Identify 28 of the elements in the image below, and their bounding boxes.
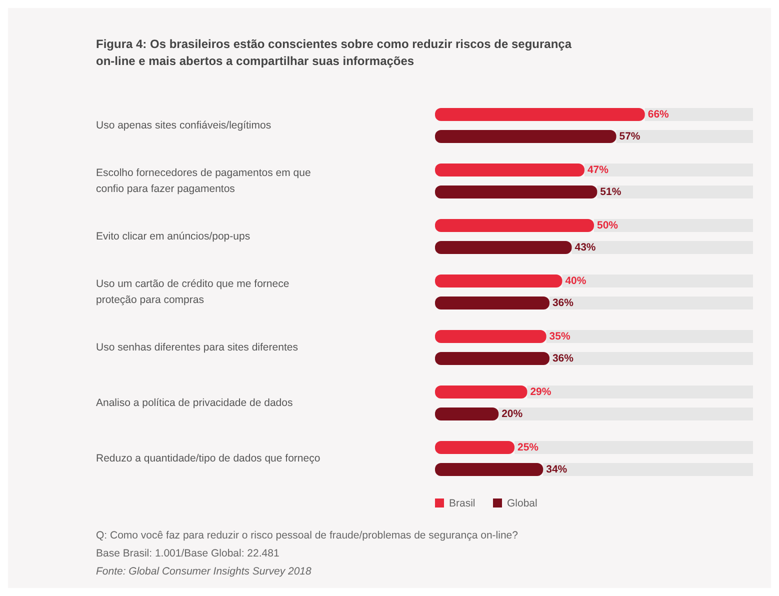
data-label: 34% (546, 463, 568, 476)
data-label: 47% (587, 164, 610, 176)
data-label: 20% (502, 408, 524, 420)
y-tick-label: Evito clicar em anúncios/pop-ups (96, 230, 250, 242)
text: Base Brasil: 1.001/Base Global: 22.481 (96, 548, 280, 560)
y-tick-label: Uso apenas sites confiáveis/legítimos (96, 119, 272, 132)
y-tick-label: Uso senhas diferentes para sites diferentes (96, 341, 298, 354)
y-tick-label: Uso um cartão de crédito que me fornece proteção para compras (96, 278, 290, 306)
data-label: 35% (549, 330, 571, 342)
text: Q: Como você faz para reduzir o risco pessoal de fraude/problemas de segurança on-line? (96, 530, 518, 542)
y-tick-label: Escolho fornecedores de pagamentos em que confio para fazer pagamentos (96, 166, 311, 195)
text: Figura 4: Os brasileiros estão conscientes sobre como reduzir riscos de segurança on-line e mais abertos a compartilhar suas informações (96, 37, 572, 68)
data-label: 50% (597, 219, 619, 232)
legend-label: Global (507, 498, 538, 510)
data-label: 66% (648, 108, 670, 120)
data-label: 57% (619, 130, 641, 142)
y-tick-label: Analiso a política de privacidade de dados (96, 396, 293, 409)
legend-label: Brasil (449, 498, 476, 510)
data-label: 36% (552, 352, 574, 364)
data-label: 29% (530, 386, 552, 398)
data-label: 40% (565, 274, 587, 287)
data-label: 36% (552, 296, 574, 309)
data-label: 25% (518, 441, 540, 454)
bar (435, 408, 499, 420)
source-note: Fonte: Global Consumer Insights Survey 2018 (96, 566, 312, 578)
data-label: 51% (600, 186, 622, 198)
y-tick-label: Reduzo a quantidade/tipo de dados que forneço (96, 452, 320, 464)
data-label: 43% (574, 241, 596, 254)
